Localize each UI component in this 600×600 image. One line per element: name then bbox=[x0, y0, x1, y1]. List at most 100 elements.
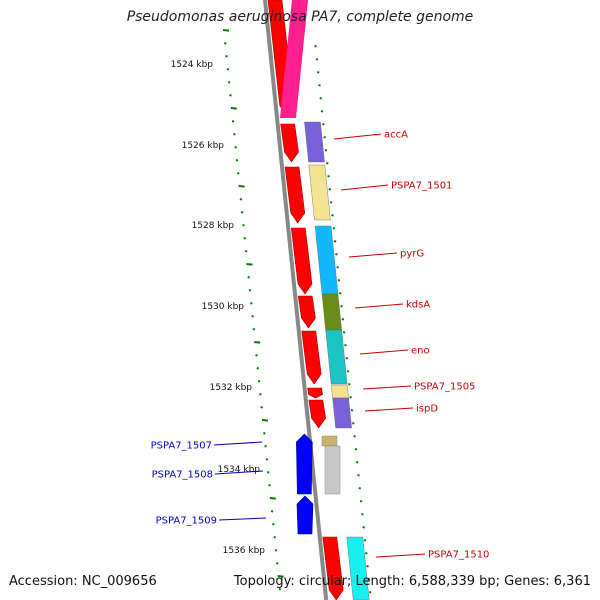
leader-line bbox=[348, 252, 398, 258]
outer-ring-tick bbox=[320, 110, 324, 113]
gene-feature-PSPA7_1507 bbox=[321, 435, 338, 447]
scale-label: 1534 kbp bbox=[218, 465, 261, 475]
map-title: Pseudomonas aeruginosa PA7, complete gen… bbox=[126, 9, 474, 25]
leader-line bbox=[362, 385, 412, 390]
gene-label-kdsA[interactable]: kdsA bbox=[406, 300, 430, 311]
scale-tick bbox=[234, 146, 237, 149]
scale-tick bbox=[252, 328, 256, 331]
cds-arrow bbox=[280, 123, 299, 163]
scale-tick bbox=[239, 198, 243, 201]
gene-label-PSPA7_1508[interactable]: PSPA7_1508 bbox=[152, 470, 213, 481]
leader-line bbox=[375, 553, 426, 558]
outer-ring-tick bbox=[328, 188, 332, 191]
cds-arrow bbox=[297, 295, 316, 329]
outer-ring-tick bbox=[329, 201, 333, 204]
cds-arrow bbox=[301, 330, 322, 385]
backbone-line bbox=[263, 0, 329, 600]
outer-ring-tick bbox=[362, 526, 365, 529]
outer-ring-tick bbox=[333, 240, 337, 243]
outer-ring-tick bbox=[327, 175, 330, 178]
scale-tick bbox=[246, 263, 253, 266]
backbone bbox=[263, 0, 329, 600]
scale-tick bbox=[260, 406, 263, 409]
gene-label-ispD[interactable]: ispD bbox=[416, 404, 438, 415]
feature-block bbox=[280, 0, 308, 118]
scale-label: 1536 kbp bbox=[223, 546, 266, 556]
gene-label-PSPA7_1501[interactable]: PSPA7_1501 bbox=[391, 181, 452, 192]
outer-ring-tick bbox=[326, 162, 329, 165]
outer-ring-tick bbox=[323, 136, 326, 139]
label-leader-lines bbox=[213, 133, 426, 558]
scale-label: 1528 kbp bbox=[192, 221, 235, 231]
scale-tick bbox=[237, 172, 240, 175]
gene-label-pyrG[interactable]: pyrG bbox=[400, 249, 424, 260]
scale-tick bbox=[231, 120, 235, 123]
outer-ring-tick bbox=[349, 396, 352, 399]
scale-tick bbox=[229, 94, 232, 97]
leader-line bbox=[340, 184, 389, 191]
scale-tick bbox=[247, 276, 250, 279]
gene-feature-kdsA bbox=[321, 293, 342, 331]
outer-ring-tick bbox=[367, 578, 371, 581]
accession-text: Accession: NC_009656 bbox=[9, 574, 157, 589]
gene-feature-PSPA7_1510 bbox=[346, 536, 370, 600]
scale-tick bbox=[226, 68, 230, 71]
outer-ring-tick bbox=[350, 409, 354, 412]
cds-arrow bbox=[308, 399, 326, 429]
outer-ring-tick bbox=[353, 435, 356, 438]
scale-tick bbox=[268, 484, 271, 487]
scale-tick bbox=[261, 419, 269, 422]
outer-ring-tick bbox=[332, 227, 336, 230]
scale-tick bbox=[266, 471, 270, 474]
scale-tick bbox=[243, 237, 247, 240]
gene-feature-ispD bbox=[332, 397, 352, 429]
outer-ring-tick bbox=[355, 461, 359, 464]
scale-tick bbox=[233, 133, 236, 136]
scale-tick bbox=[265, 458, 269, 461]
leader-line bbox=[364, 407, 414, 412]
scale-tick bbox=[222, 29, 230, 32]
gene-labels: accA PSPA7_1501 pyrG kdsA eno PSPA7_1505 ispD P… bbox=[151, 130, 490, 561]
outer-ring-tick bbox=[359, 500, 363, 503]
outer-ring-tick bbox=[341, 318, 345, 321]
scale-tick bbox=[248, 289, 252, 292]
outer-ring-tick bbox=[345, 357, 349, 360]
outer-ring-tick bbox=[335, 253, 338, 256]
gene-label-eno[interactable]: eno bbox=[411, 346, 430, 357]
scale-tick bbox=[242, 224, 245, 227]
outer-ring-tick bbox=[354, 448, 358, 451]
outer-ring-tick bbox=[361, 513, 364, 516]
outer-ring-tick bbox=[322, 123, 325, 126]
scale-tick bbox=[272, 523, 275, 526]
gene-feature-track bbox=[280, 0, 370, 600]
scale-tick bbox=[278, 588, 282, 591]
leader-line bbox=[359, 349, 409, 355]
scale-tick bbox=[225, 55, 228, 58]
cds-arrow bbox=[322, 536, 344, 600]
leader-line bbox=[214, 470, 264, 475]
gene-feature-PSPA7_1501 bbox=[308, 164, 331, 221]
scale-label: 1524 kbp bbox=[171, 60, 214, 70]
gene-label-PSPA7_1505[interactable]: PSPA7_1505 bbox=[414, 382, 475, 393]
scale-tick bbox=[274, 549, 278, 552]
scale-tick bbox=[264, 445, 267, 448]
scale-tick bbox=[227, 81, 231, 84]
genome-summary-text: Topology: circular; Length: 6,588,339 bp… bbox=[233, 574, 591, 589]
scale-tick bbox=[270, 510, 274, 513]
gene-feature-PSPA7_1508 bbox=[324, 445, 341, 495]
cds-arrow-reverse bbox=[296, 495, 314, 535]
outer-ring-tick bbox=[357, 474, 360, 477]
gene-label-PSPA7_1507[interactable]: PSPA7_1507 bbox=[151, 441, 212, 452]
scale-tick bbox=[256, 367, 260, 370]
gene-label-PSPA7_1510[interactable]: PSPA7_1510 bbox=[428, 550, 489, 561]
gene-label-accA[interactable]: accA bbox=[384, 130, 408, 141]
outer-ring-tick bbox=[358, 487, 362, 490]
cds-arrow-reverse bbox=[296, 433, 313, 495]
scale-tick bbox=[259, 393, 262, 396]
outer-ring-tick bbox=[365, 552, 368, 555]
gene-label-PSPA7_1509[interactable]: PSPA7_1509 bbox=[156, 516, 217, 527]
gene-feature-PSPA7_1505 bbox=[331, 384, 349, 399]
gene-feature-eno bbox=[325, 329, 348, 385]
